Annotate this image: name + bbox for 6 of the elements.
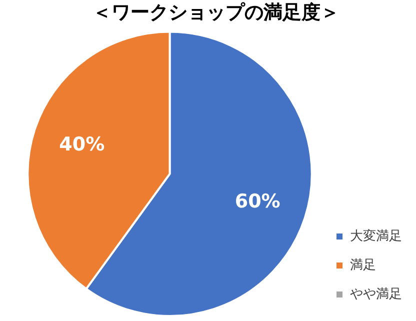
legend-label: 大変満足 bbox=[350, 228, 402, 244]
legend-label: やや満足 bbox=[350, 286, 402, 302]
data-label: 60% bbox=[234, 190, 280, 212]
chart-title: ＜ワークショップの満足度＞ bbox=[92, 1, 340, 24]
data-label: 40% bbox=[59, 133, 105, 156]
legend-label: 満足 bbox=[350, 258, 376, 273]
